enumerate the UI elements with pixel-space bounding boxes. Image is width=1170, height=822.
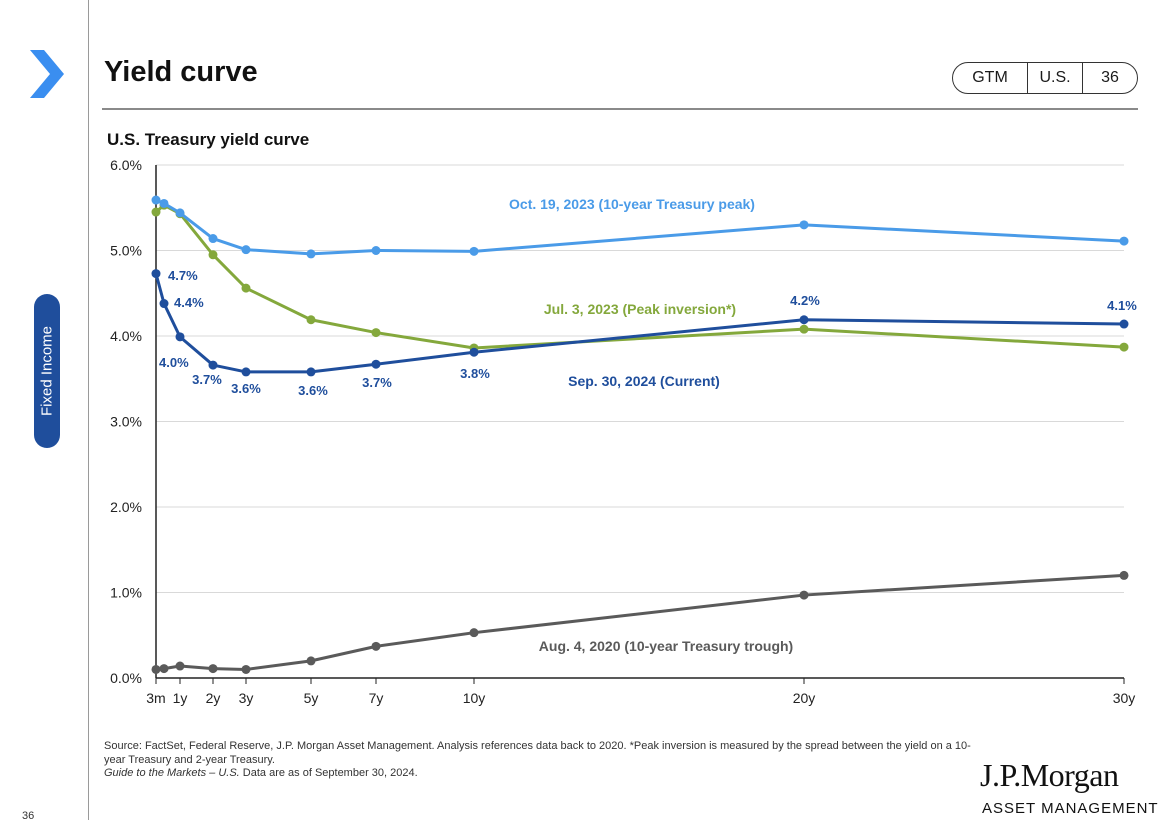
data-label: 3.8% xyxy=(460,366,490,381)
data-label: 4.0% xyxy=(159,355,189,370)
series-line xyxy=(154,273,1125,374)
badge-region: U.S. xyxy=(1028,63,1083,93)
y-tick-label: 2.0% xyxy=(110,499,142,515)
data-point xyxy=(1119,342,1129,352)
y-tick-label: 3.0% xyxy=(110,414,142,430)
page-title: Yield curve xyxy=(104,56,258,88)
data-point xyxy=(159,299,169,309)
chart-title: U.S. Treasury yield curve xyxy=(107,130,310,149)
data-point xyxy=(306,249,316,259)
data-point xyxy=(371,359,381,369)
data-point xyxy=(1119,319,1129,329)
jpmorgan-logo: J.P.Morgan xyxy=(980,757,1119,793)
chevron-right-icon xyxy=(30,50,64,98)
data-point xyxy=(151,269,161,279)
data-label: 4.7% xyxy=(168,268,198,283)
data-label: 4.2% xyxy=(790,293,820,308)
data-point xyxy=(799,324,809,334)
gtm-badge: GTM U.S. 36 xyxy=(952,62,1138,94)
y-tick-label: 5.0% xyxy=(110,243,142,259)
data-point xyxy=(151,195,161,205)
data-point xyxy=(208,664,218,674)
series-line xyxy=(155,198,1125,256)
y-tick-label: 4.0% xyxy=(110,328,142,344)
data-point xyxy=(151,207,161,217)
data-point xyxy=(159,664,169,674)
data-point xyxy=(799,590,809,600)
source-footnote: Source: FactSet, Federal Reserve, J.P. M… xyxy=(104,740,984,781)
logo-subtitle: ASSET MANAGEMENT xyxy=(982,800,1159,817)
series-label: Oct. 19, 2023 (10-year Treasury peak) xyxy=(509,196,755,212)
x-tick-label: 1y xyxy=(173,690,188,706)
data-point xyxy=(799,315,809,325)
series-line xyxy=(155,203,1125,350)
x-tick-label: 5y xyxy=(304,690,319,706)
x-tick-label: 30y xyxy=(1113,690,1136,706)
title-divider xyxy=(102,108,1138,110)
data-label: 3.7% xyxy=(362,375,392,390)
data-point xyxy=(241,283,251,293)
x-tick-label: 7y xyxy=(369,690,384,706)
data-label: 4.4% xyxy=(174,295,204,310)
data-label: 3.6% xyxy=(298,383,328,398)
data-point xyxy=(208,234,218,244)
series-label: Aug. 4, 2020 (10-year Treasury trough) xyxy=(539,638,793,654)
y-tick-label: 0.0% xyxy=(110,670,142,686)
x-tick-label: 3y xyxy=(239,690,254,706)
x-tick-label: 3m xyxy=(146,690,165,706)
data-point xyxy=(371,328,381,338)
data-point xyxy=(371,246,381,255)
data-point xyxy=(371,641,381,651)
page-number: 36 xyxy=(22,810,35,822)
data-point xyxy=(241,245,251,255)
data-point xyxy=(175,661,185,671)
data-point xyxy=(241,367,251,377)
data-label: 3.6% xyxy=(231,381,261,396)
x-tick-label: 20y xyxy=(793,690,816,706)
data-point xyxy=(1119,570,1129,580)
data-label: 4.1% xyxy=(1107,298,1137,313)
x-tick-label: 2y xyxy=(206,690,221,706)
data-point xyxy=(151,664,161,674)
x-tick-label: 10y xyxy=(463,690,486,706)
badge-gtm: GTM xyxy=(953,63,1028,93)
badge-page: 36 xyxy=(1101,69,1119,86)
data-point xyxy=(175,332,185,342)
data-point xyxy=(469,246,479,256)
footnote-asof: Data are as of September 30, 2024. xyxy=(239,767,418,779)
data-point xyxy=(208,360,218,370)
y-tick-label: 6.0% xyxy=(110,157,142,173)
y-tick-label: 1.0% xyxy=(110,585,142,601)
left-margin-rule xyxy=(88,0,89,820)
footnote-source: Source: FactSet, Federal Reserve, J.P. M… xyxy=(104,740,971,766)
data-point xyxy=(1119,236,1129,246)
footnote-asof-line: Guide to the Markets – U.S. Data are as … xyxy=(104,767,984,781)
data-label: 3.7% xyxy=(192,372,222,387)
data-point xyxy=(175,208,185,218)
data-point xyxy=(241,664,251,674)
data-point xyxy=(159,198,169,208)
series-label: Sep. 30, 2024 (Current) xyxy=(568,373,720,389)
series-line xyxy=(155,573,1125,671)
footnote-guide: Guide to the Markets – U.S. xyxy=(104,767,240,779)
data-point xyxy=(469,628,479,638)
data-point xyxy=(306,315,316,325)
data-point xyxy=(208,250,218,260)
series-label: Jul. 3, 2023 (Peak inversion*) xyxy=(544,301,736,317)
data-point xyxy=(306,656,316,666)
section-tab-fixed-income[interactable]: Fixed Income xyxy=(34,294,60,448)
data-point xyxy=(306,367,316,377)
data-point xyxy=(469,347,479,357)
data-point xyxy=(799,220,809,230)
